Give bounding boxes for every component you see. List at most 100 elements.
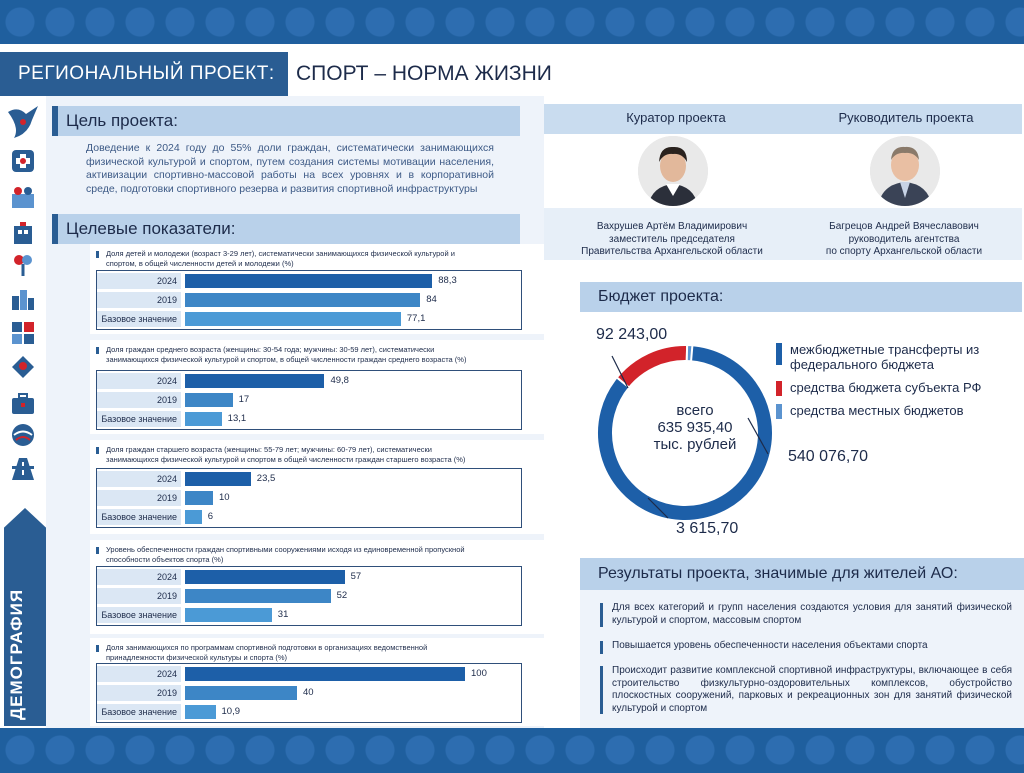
indicator-title: Доля граждан среднего возраста (женщины:… bbox=[106, 345, 467, 364]
regional-leader-line bbox=[611, 355, 629, 389]
indicator-title: Уровень обеспеченности граждан спортивны… bbox=[106, 545, 465, 564]
row-label-2019: 2019 bbox=[97, 685, 181, 701]
results-panel bbox=[580, 590, 1024, 728]
bar-base bbox=[185, 705, 216, 719]
bar-value-2019: 10 bbox=[219, 492, 230, 503]
bar-base bbox=[185, 510, 202, 524]
bar-2024 bbox=[185, 374, 325, 388]
row-label-2019: 2019 bbox=[97, 392, 181, 408]
row-label-2024: 2024 bbox=[97, 373, 181, 389]
people-name-band bbox=[544, 208, 1022, 260]
local-leader-line bbox=[647, 497, 669, 519]
federal-value-label: 540 076,70 bbox=[788, 448, 869, 465]
page-title: СПОРТ – НОРМА ЖИЗНИ bbox=[296, 62, 552, 85]
legend-regional: средства бюджета субъекта РФ bbox=[776, 380, 1010, 396]
bar-value-2019: 52 bbox=[336, 590, 348, 601]
budget-total: всего 635 935,40 тыс. рублей bbox=[620, 402, 770, 453]
bar-2024 bbox=[185, 570, 345, 584]
budget-total-value: 635 935,40 bbox=[657, 419, 733, 436]
donut-slice-federal bbox=[596, 344, 774, 522]
result-marker bbox=[600, 641, 603, 654]
row-label-2019: 2019 bbox=[97, 490, 181, 506]
indicator-block: Уровень обеспеченности граждан спортивны… bbox=[90, 540, 544, 634]
bar-2024 bbox=[185, 472, 251, 486]
legend-swatch-local bbox=[776, 404, 782, 419]
leader-info: Багрецов Андрей Вячеславович руководител… bbox=[798, 221, 1010, 259]
leader-role: Руководитель проекта bbox=[838, 110, 974, 125]
result-item: Для всех категорий и групп населения соз… bbox=[600, 602, 1012, 627]
bar-2024 bbox=[185, 667, 465, 681]
leader-position: руководитель агентства bbox=[848, 233, 960, 245]
people-icon bbox=[12, 187, 34, 208]
row-label-2024: 2024 bbox=[97, 273, 181, 289]
indicator-title: Доля занимающихся по программам спортивн… bbox=[106, 643, 428, 662]
curator-position: заместитель председателя bbox=[609, 233, 735, 245]
result-marker bbox=[600, 666, 603, 714]
indicator-marker bbox=[96, 645, 99, 652]
building-icon bbox=[14, 222, 32, 244]
bar-2019 bbox=[185, 293, 421, 307]
globe-icon bbox=[12, 424, 34, 446]
indicator-chart: 2024 2019 Базовое значение 23,5 10 6 bbox=[96, 468, 522, 528]
row-label-base: Базовое значение bbox=[97, 411, 181, 427]
results-heading: Результаты проекта, значимые для жителей… bbox=[580, 558, 1024, 590]
section-label: РЕГИОНАЛЬНЫЙ ПРОЕКТ: bbox=[0, 52, 288, 96]
bar-2019 bbox=[185, 491, 213, 505]
result-text: Повышается уровень обеспеченности населе… bbox=[612, 640, 928, 651]
row-label-2024: 2024 bbox=[97, 569, 181, 585]
road-icon bbox=[12, 458, 34, 480]
curator-name: Вахрушев Артём Владимирович bbox=[596, 221, 748, 232]
grid-icon bbox=[12, 322, 34, 344]
bar-value-base: 13,1 bbox=[227, 413, 247, 424]
bar-value-base: 31 bbox=[277, 609, 289, 620]
indicator-block: Доля граждан среднего возраста (женщины:… bbox=[90, 340, 544, 434]
leader-name: Багрецов Андрей Вячеславович bbox=[829, 221, 979, 232]
city-icon bbox=[12, 290, 34, 310]
indicators-heading: Целевые показатели: bbox=[52, 214, 520, 244]
bar-base bbox=[185, 608, 272, 622]
legend-regional-label: средства бюджета субъекта РФ bbox=[790, 380, 982, 395]
indicator-marker bbox=[96, 547, 99, 554]
bottom-decor-band bbox=[0, 728, 1024, 773]
bird-icon bbox=[8, 106, 38, 138]
legend-federal-label: межбюджетные трансферты из федерального … bbox=[790, 342, 980, 372]
indicator-marker bbox=[96, 251, 99, 258]
bar-2024 bbox=[185, 274, 433, 288]
donut-slice-regional bbox=[615, 344, 689, 389]
result-marker bbox=[600, 603, 603, 627]
budget-heading: Бюджет проекта: bbox=[544, 282, 1022, 312]
row-label-2024: 2024 bbox=[97, 666, 181, 682]
health-cross-icon bbox=[12, 150, 34, 172]
goal-text: Доведение к 2024 году до 55% доли гражда… bbox=[86, 142, 494, 195]
bar-value-2019: 40 bbox=[303, 687, 314, 698]
regional-value-label: 92 243,00 bbox=[596, 326, 668, 343]
curator-photo bbox=[638, 136, 708, 206]
curator-organization: Правительства Архангельской области bbox=[581, 246, 763, 257]
indicator-block: Доля занимающихся по программам спортивн… bbox=[90, 638, 544, 726]
row-label-base: Базовое значение bbox=[97, 509, 181, 525]
bar-value-base: 6 bbox=[207, 511, 214, 522]
hand-heart-icon bbox=[12, 356, 34, 378]
result-item: Повышается уровень обеспеченности населе… bbox=[600, 640, 1012, 654]
row-label-2019: 2019 bbox=[97, 292, 181, 308]
row-label-base: Базовое значение bbox=[97, 607, 181, 623]
legend-swatch-regional bbox=[776, 381, 782, 396]
indicator-marker bbox=[96, 447, 99, 454]
goal-heading: Цель проекта: bbox=[52, 106, 520, 136]
result-text: Для всех категорий и групп населения соз… bbox=[612, 602, 1012, 626]
bar-value-2024: 23,5 bbox=[256, 473, 276, 484]
bar-value-2019: 84 bbox=[426, 294, 437, 305]
bar-value-2024: 49,8 bbox=[330, 375, 349, 386]
indicator-block: Доля детей и молодежи (возраст 3-29 лет)… bbox=[90, 244, 544, 334]
bar-value-base: 10,9 bbox=[221, 706, 241, 717]
briefcase-icon bbox=[12, 393, 34, 414]
row-label-base: Базовое значение bbox=[97, 704, 181, 720]
bar-2019 bbox=[185, 393, 233, 407]
result-item: Происходит развитие комплексной спортивн… bbox=[600, 665, 1012, 715]
legend-local: средства местных бюджетов bbox=[776, 403, 1010, 419]
indicator-title: Доля граждан старшего возраста (женщины:… bbox=[106, 445, 466, 464]
top-decor-band bbox=[0, 0, 1024, 44]
flower-icon bbox=[14, 255, 32, 276]
curator-role: Куратор проекта bbox=[626, 110, 726, 125]
row-label-base: Базовое значение bbox=[97, 311, 181, 327]
